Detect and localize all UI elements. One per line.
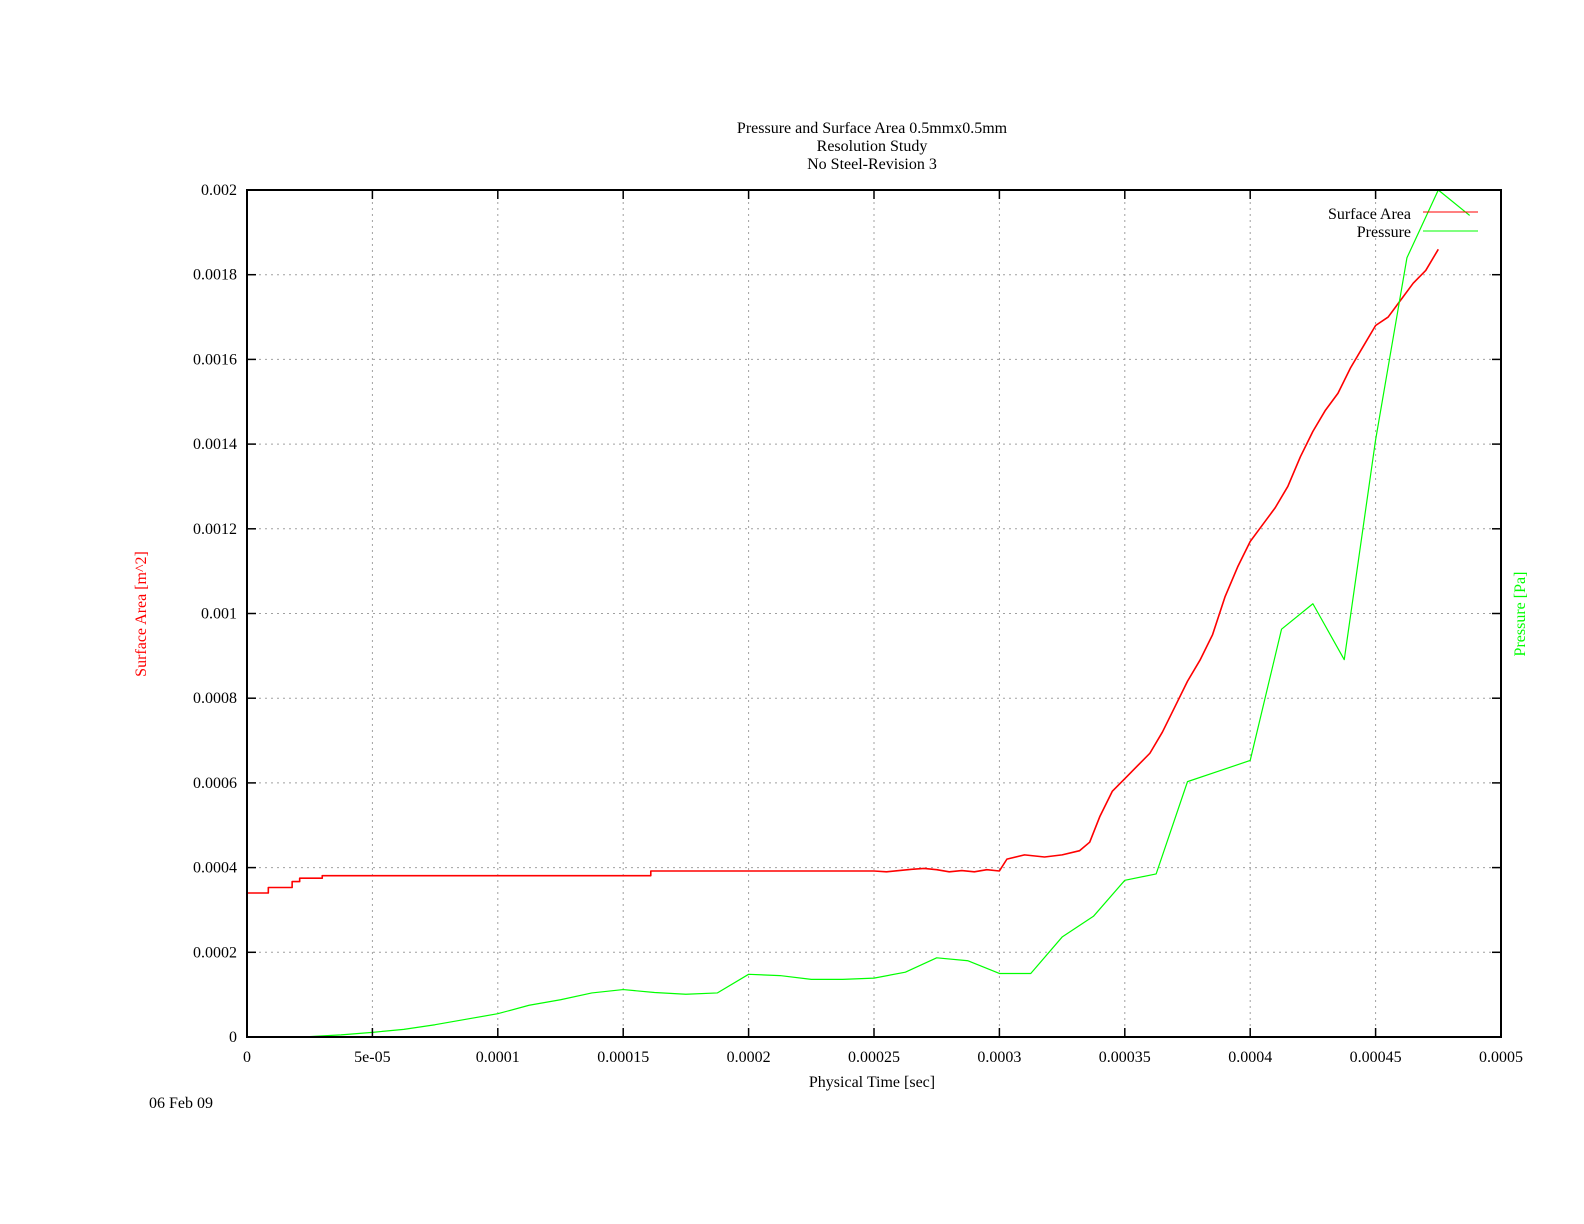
chart-title-line-2: Resolution Study <box>817 138 928 155</box>
ticks: 0 5e-05 0.0001 0.00015 0.0002 0.00025 0.0003 0.… <box>193 182 1523 1066</box>
x-tick-label: 0.0002 <box>727 1049 771 1066</box>
legend: Surface Area Pressure <box>1328 206 1478 241</box>
y-tick-label: 0.001 <box>201 606 237 623</box>
x-tick-label: 0.0001 <box>476 1049 520 1066</box>
chart-title-line-1: Pressure and Surface Area 0.5mmx0.5mm <box>737 120 1008 137</box>
y-tick-label: 0.002 <box>201 182 237 199</box>
x-tick-label: 0.0005 <box>1479 1049 1523 1066</box>
y2-axis-label: Pressure [Pa] <box>1512 572 1529 657</box>
x-tick-label: 0.0003 <box>977 1049 1021 1066</box>
y-tick-label: 0.0016 <box>193 351 237 368</box>
x-tick-label: 0.00015 <box>597 1049 649 1066</box>
y-tick-label: 0.0014 <box>193 436 237 453</box>
x-tick-label: 5e-05 <box>354 1049 390 1066</box>
series-line-surface-area <box>247 248 1439 894</box>
legend-label-surface-area: Surface Area <box>1328 206 1411 223</box>
legend-label-pressure: Pressure <box>1357 224 1411 241</box>
date-stamp: 06 Feb 09 <box>149 1095 213 1112</box>
y-tick-label: 0 <box>229 1029 237 1046</box>
y-tick-label: 0.0002 <box>193 944 237 961</box>
x-tick-label: 0.00025 <box>848 1049 900 1066</box>
y-tick-label: 0.0004 <box>193 860 237 877</box>
y-tick-label: 0.0008 <box>193 690 237 707</box>
x-tick-label: 0.00035 <box>1099 1049 1151 1066</box>
series-layer <box>246 189 1471 1038</box>
y-tick-label: 0.0006 <box>193 775 237 792</box>
x-tick-label: 0.0004 <box>1228 1049 1272 1066</box>
grid <box>247 190 1501 1037</box>
y-axis-label: Surface Area [m^2] <box>133 551 150 677</box>
y-tick-label: 0.0018 <box>193 267 237 284</box>
chart-title-line-3: No Steel-Revision 3 <box>807 156 937 173</box>
x-axis-label: Physical Time [sec] <box>809 1074 935 1091</box>
series-line-pressure <box>246 189 1471 1038</box>
x-tick-label: 0.00045 <box>1350 1049 1402 1066</box>
y-tick-label: 0.0012 <box>193 521 237 538</box>
x-tick-label: 0 <box>243 1049 251 1066</box>
